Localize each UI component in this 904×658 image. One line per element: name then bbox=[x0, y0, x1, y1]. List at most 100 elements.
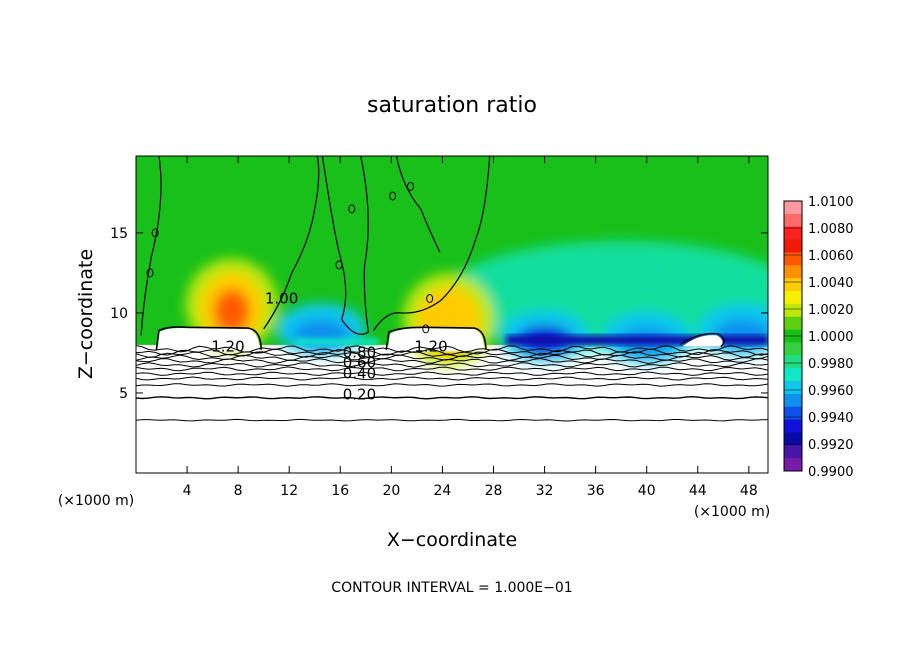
contour-closed bbox=[426, 293, 434, 303]
contour-line bbox=[136, 383, 768, 387]
contour-closed bbox=[407, 181, 415, 191]
contour-line bbox=[136, 362, 768, 368]
x-tick-label: 32 bbox=[536, 483, 554, 499]
contour-line bbox=[136, 345, 768, 353]
edge-band-right bbox=[506, 335, 768, 345]
contour-closed bbox=[146, 268, 154, 278]
y-tick-label: 10 bbox=[110, 306, 128, 322]
contour-line-one bbox=[321, 156, 370, 335]
contour-closed bbox=[422, 324, 430, 334]
x-tick-label: 28 bbox=[485, 483, 503, 499]
x-tick-label: 24 bbox=[434, 483, 452, 499]
x-axis-label: X−coordinate bbox=[387, 529, 517, 551]
moist-core bbox=[213, 288, 250, 334]
colorbar-label: 0.9940 bbox=[808, 411, 854, 426]
contour-closed bbox=[389, 191, 397, 201]
plot-frame bbox=[135, 155, 769, 474]
contour-line-one bbox=[263, 156, 320, 330]
colorbar-swatch bbox=[784, 381, 802, 395]
contour-label: 1.20 bbox=[414, 337, 447, 355]
x-tick-label: 16 bbox=[331, 483, 349, 499]
x-unit-left: (×1000 m) bbox=[58, 493, 134, 509]
dry-region bbox=[697, 303, 768, 355]
contour-lines: 1.20 1.20 1.00 0.800.600.40 0.20 bbox=[136, 156, 768, 422]
x-tick-label: 8 bbox=[234, 483, 243, 499]
colorbar: 1.0100 1.0080 1.0060 1.0040 1.0020 1.0000 0.99… bbox=[783, 195, 854, 480]
x-tick-label: 44 bbox=[689, 483, 707, 499]
colorbar-label: 1.0100 bbox=[808, 195, 854, 210]
y-tick-label: 5 bbox=[119, 386, 128, 402]
x-tick-label: 12 bbox=[280, 483, 298, 499]
contour-interval-note: CONTOUR INTERVAL = 1.000E−01 bbox=[331, 580, 572, 596]
colorbar-label: 0.9960 bbox=[808, 384, 854, 399]
x-unit-right: (×1000 m) bbox=[694, 504, 770, 520]
heatmap-field bbox=[136, 156, 768, 473]
colorbar-label: 1.0000 bbox=[808, 330, 854, 345]
contour-closed bbox=[335, 260, 343, 270]
colorbar-swatch bbox=[784, 278, 802, 292]
contour-line-one bbox=[140, 156, 162, 336]
contour-line bbox=[136, 366, 768, 372]
colorbar-swatch bbox=[784, 445, 802, 459]
contour-line bbox=[136, 348, 768, 356]
colorbar-swatch bbox=[784, 252, 802, 266]
y-axis: 5 10 15 bbox=[110, 226, 768, 402]
contour-label: 0.60 bbox=[343, 353, 376, 371]
colorbar-swatch bbox=[784, 303, 802, 318]
y-axis-label: Z−coordinate bbox=[75, 249, 97, 379]
white-caps bbox=[157, 327, 723, 352]
x-tick-label: 36 bbox=[587, 483, 605, 499]
colorbar-swatch bbox=[784, 393, 802, 408]
colorbar-swatch bbox=[784, 432, 802, 446]
contour-line bbox=[136, 371, 768, 376]
colorbar-label: 1.0060 bbox=[808, 249, 854, 264]
edge-band-mid bbox=[295, 338, 379, 345]
x-axis: 4 8 12 16 20 24 28 32 36 40 44 48 bbox=[183, 156, 758, 499]
x-tick-label: 4 bbox=[183, 483, 192, 499]
contour-line-one bbox=[395, 156, 441, 253]
chart-title: saturation ratio bbox=[367, 93, 537, 118]
colorbar-swatch bbox=[784, 226, 802, 241]
colorbar-swatch bbox=[784, 239, 802, 253]
field-edge bbox=[295, 335, 768, 345]
x-tick-label: 20 bbox=[382, 483, 400, 499]
colorbar-swatch bbox=[784, 406, 802, 421]
colorbar-swatch bbox=[784, 213, 802, 228]
cap-left bbox=[157, 327, 260, 352]
colorbar-label: 1.0080 bbox=[808, 222, 854, 237]
contour-closed bbox=[151, 228, 159, 238]
colorbar-label: 1.0040 bbox=[808, 276, 854, 291]
colorbar-swatch bbox=[784, 368, 802, 382]
contour-plateau-left bbox=[155, 326, 262, 350]
contour-line bbox=[136, 395, 768, 400]
colorbar-label: 0.9900 bbox=[808, 465, 854, 480]
colorbar-swatch bbox=[784, 458, 802, 472]
colorbar-swatch bbox=[784, 342, 802, 356]
contour-label: 0.20 bbox=[343, 385, 376, 403]
y-tick-label: 15 bbox=[110, 226, 128, 242]
colorbar-label: 0.9920 bbox=[808, 438, 854, 453]
colorbar-swatch bbox=[784, 316, 802, 331]
colorbar-label: 1.0020 bbox=[808, 303, 854, 318]
cap-right bbox=[682, 335, 723, 347]
contour-label: 0.80 bbox=[343, 344, 376, 362]
contour-label: 1.00 bbox=[265, 289, 298, 307]
x-tick-label: 40 bbox=[638, 483, 656, 499]
contour-line-one bbox=[372, 156, 491, 331]
contour-line bbox=[136, 351, 768, 358]
contour-plateau-right bbox=[679, 332, 725, 347]
contour-line bbox=[136, 376, 768, 381]
colorbar-swatch bbox=[784, 201, 802, 215]
colorbar-swatch bbox=[784, 419, 802, 433]
colorbar-swatch bbox=[784, 265, 802, 279]
contour-line bbox=[136, 418, 768, 422]
colorbar-swatch bbox=[784, 291, 802, 305]
colorbar-swatch bbox=[784, 355, 802, 369]
contour-closed bbox=[348, 204, 356, 214]
x-tick-label: 48 bbox=[740, 483, 758, 499]
contour-label: 1.20 bbox=[211, 337, 244, 355]
contour-label: 0.40 bbox=[343, 365, 376, 383]
colorbar-label: 0.9980 bbox=[808, 357, 854, 372]
